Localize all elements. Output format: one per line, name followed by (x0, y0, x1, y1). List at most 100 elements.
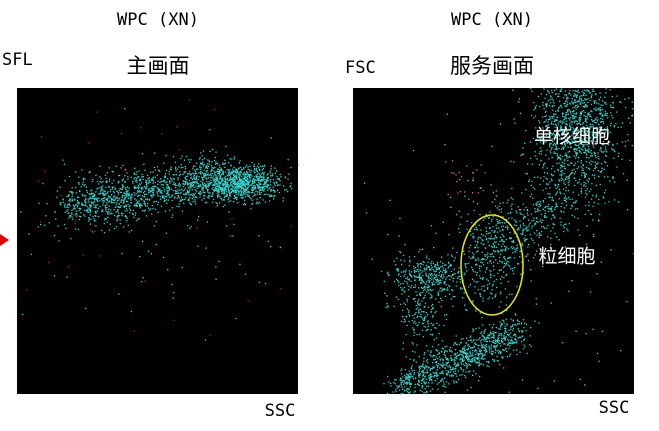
dot (564, 145, 567, 147)
dot (565, 94, 567, 96)
dot (477, 289, 479, 291)
dot (244, 173, 246, 176)
dot (516, 247, 518, 249)
dot (172, 174, 174, 176)
dot (550, 143, 552, 145)
dot (584, 204, 587, 207)
dot (164, 173, 167, 175)
dot (425, 378, 427, 380)
dot (457, 378, 460, 381)
dot (540, 219, 542, 221)
dot (399, 379, 401, 381)
dot (565, 187, 567, 189)
dot (67, 194, 69, 196)
dot (559, 89, 561, 91)
dot (217, 181, 220, 183)
dot (524, 228, 526, 230)
dot (419, 279, 421, 281)
dot (581, 110, 583, 113)
dot (215, 206, 217, 208)
dot (68, 200, 70, 202)
dot (592, 120, 594, 122)
dot (576, 123, 578, 125)
dot (440, 274, 443, 276)
dot (157, 180, 159, 182)
dot (226, 174, 228, 176)
dot (500, 225, 503, 228)
dot (504, 288, 507, 290)
dot (177, 192, 180, 194)
dot (237, 170, 239, 173)
dot (476, 339, 478, 341)
dot (522, 147, 524, 149)
dot (219, 188, 221, 191)
dot (561, 166, 564, 168)
dot (205, 177, 207, 179)
dot (455, 355, 458, 357)
dot (229, 195, 231, 198)
dot (401, 386, 403, 388)
dot (428, 379, 431, 381)
dot (255, 190, 257, 192)
dot (568, 164, 570, 166)
dot (80, 185, 82, 188)
dot (69, 200, 71, 202)
dot (426, 281, 428, 283)
dot (553, 216, 555, 218)
dot (106, 207, 108, 209)
dot (504, 325, 506, 327)
dot (140, 198, 142, 200)
dot (218, 164, 221, 166)
dot (78, 207, 80, 209)
dot (442, 359, 444, 361)
dot (490, 274, 492, 276)
dot (247, 182, 249, 185)
dot (521, 153, 523, 155)
dot (136, 220, 138, 222)
dot (429, 373, 432, 375)
dot (246, 191, 249, 193)
dot (540, 222, 543, 224)
dot (418, 274, 420, 276)
dot (180, 164, 182, 166)
dot (261, 176, 263, 178)
dot (147, 182, 149, 185)
dot (228, 170, 230, 173)
dot (560, 90, 562, 92)
dot (401, 289, 403, 291)
dot (591, 152, 593, 155)
dot (233, 195, 236, 197)
dot (497, 336, 499, 339)
dot (104, 197, 106, 199)
dot (112, 191, 115, 193)
dot (579, 139, 581, 142)
dot (504, 329, 506, 332)
dot (584, 176, 586, 178)
dot (489, 260, 491, 262)
dot (238, 186, 241, 188)
dot (124, 169, 126, 172)
dot (430, 355, 432, 357)
dot (519, 112, 522, 114)
dot (467, 345, 469, 347)
dot (563, 116, 566, 119)
dot (449, 371, 452, 373)
dot (467, 343, 469, 346)
dot (425, 264, 428, 267)
dot (193, 181, 195, 183)
dot (582, 126, 584, 128)
dot (505, 226, 507, 228)
dot (172, 297, 174, 299)
dot (163, 196, 165, 199)
dot (584, 196, 587, 198)
dot (462, 347, 464, 349)
dot (257, 203, 259, 205)
dot (567, 190, 569, 192)
dot (578, 99, 580, 102)
dot (502, 349, 505, 351)
dot (553, 131, 555, 133)
dot (551, 206, 553, 208)
dot (573, 164, 575, 166)
dot (604, 102, 607, 104)
dot (426, 268, 428, 270)
